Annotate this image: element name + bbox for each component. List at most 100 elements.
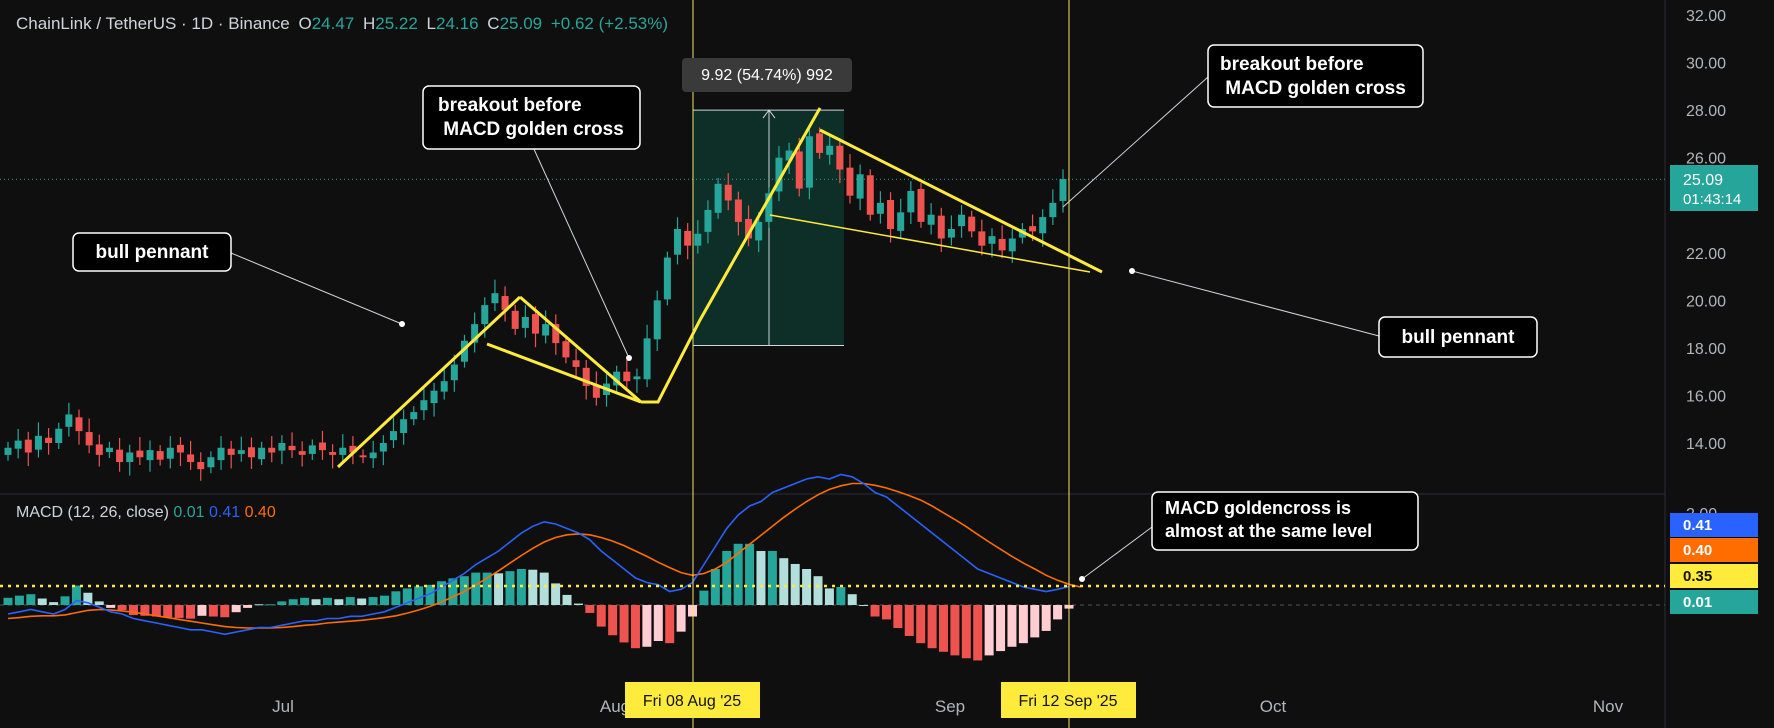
macd-badges: 0.41 0.40 0.35 0.01 [1670, 513, 1758, 614]
macd-signal-line [7, 482, 1081, 629]
macd-hist-bar [49, 602, 59, 605]
macd-hist-bar [220, 605, 230, 618]
macd-line [7, 473, 1070, 636]
candle-body [826, 145, 834, 155]
candle-body [95, 444, 103, 455]
macd-hist-bar [710, 569, 720, 605]
macd-hist-bar [813, 576, 823, 605]
macd-title[interactable]: MACD (12, 26, close) [16, 504, 169, 521]
candle-body [785, 150, 793, 161]
macd-hist-bar [37, 598, 47, 605]
candle-body [187, 454, 195, 463]
macd-hist-bar [151, 605, 161, 617]
candle-body [471, 324, 479, 343]
macd-hist-bar [243, 605, 253, 608]
candle-body [988, 236, 996, 244]
callout-line: MACD golden cross [1220, 78, 1406, 99]
candle-body [572, 360, 580, 367]
macd-hist-bar [140, 605, 150, 616]
candle-body [724, 184, 732, 201]
macd-hist-bar [665, 605, 675, 644]
anchor-dot-5 [1079, 576, 1085, 582]
candle-body [745, 219, 753, 239]
symbol-header: ChainLink / TetherUS · 1D · Binance O24.… [16, 14, 672, 34]
candle-body [1059, 179, 1067, 201]
macd-layer [0, 473, 1665, 661]
macd-hist-bar [311, 599, 321, 605]
anchor-dot-4 [1129, 268, 1135, 274]
macd-hist-bar [961, 605, 971, 659]
callout-breakout-1[interactable]: breakout before MACD golden cross [422, 85, 641, 150]
callout-bull-pennant-1[interactable]: bull pennant [72, 232, 232, 272]
close-label: C [487, 14, 500, 33]
candle-body [430, 390, 438, 404]
candle-body [45, 437, 53, 443]
candle-body [237, 450, 245, 454]
candle-body [258, 447, 266, 460]
macd-hist-bar [859, 605, 869, 606]
macd-hist-bar [254, 604, 264, 606]
macd-signal-value: 0.40 [244, 504, 276, 521]
macd-hist-bar [870, 605, 880, 617]
candle-body [75, 417, 83, 432]
candle-body [562, 341, 570, 358]
macd-hist-bar [562, 594, 572, 605]
candle-body [674, 229, 682, 255]
macd-hist-bar [379, 595, 389, 605]
symbol-title[interactable]: ChainLink / TetherUS · 1D · Binance [16, 14, 290, 33]
candle-body [582, 367, 590, 386]
price-tick-label: 14.00 [1686, 436, 1726, 453]
candle-body [288, 445, 296, 451]
candle-body [653, 300, 661, 340]
callout-bull-pennant-2[interactable]: bull pennant [1378, 316, 1538, 358]
candle-body [907, 190, 915, 213]
measure-label: 9.92 (54.74%) 992 [682, 58, 852, 92]
macd-hist-bar [630, 605, 640, 649]
candle-body [552, 324, 560, 344]
callout-breakout-2[interactable]: breakout before MACD golden cross [1207, 44, 1424, 108]
macd-hist-bar [881, 605, 891, 620]
badge-macd: 0.41 [1683, 517, 1712, 534]
macd-hist-bar [847, 594, 857, 605]
candle-body [4, 447, 12, 455]
macd-line-value: 0.41 [208, 504, 241, 521]
last-price: 25.09 [1683, 172, 1723, 189]
price-tick-label: 28.00 [1686, 103, 1726, 120]
macd-hist-bar [128, 605, 138, 616]
callout-macd[interactable]: MACD goldencross is almost at the same le… [1151, 491, 1419, 551]
macd-hist-bar [288, 599, 298, 605]
high-value: 25.22 [375, 14, 418, 33]
callout-text: breakout before MACD golden cross [1220, 54, 1406, 99]
macd-hist-bar [722, 551, 732, 605]
callout-line: breakout before [1220, 54, 1364, 75]
candle-body [278, 443, 286, 451]
callout-line: MACD goldencross is [1165, 498, 1351, 518]
macd-hist-bar [414, 586, 424, 605]
macd-hist-bar [231, 605, 241, 613]
macd-hist-bar [836, 587, 846, 605]
macd-hist-bar [26, 594, 36, 605]
candle-body [714, 183, 722, 213]
connector-1 [230, 252, 403, 325]
candle-body [329, 452, 337, 455]
macd-hist-value: 0.01 [173, 504, 205, 521]
macd-hist-bar [106, 605, 116, 608]
macd-hist-bar [482, 572, 492, 605]
candle-body [65, 414, 73, 427]
candle-body [389, 431, 397, 441]
macd-hist-bar [60, 596, 70, 605]
candle-body [1049, 202, 1057, 218]
macd-hist-bar [505, 571, 515, 605]
candle-body [14, 440, 22, 449]
badge-signal: 0.40 [1683, 542, 1712, 559]
candle-body [876, 202, 884, 214]
candle-body [775, 157, 783, 192]
price-tick-label: 26.00 [1686, 151, 1726, 168]
pennant-lower-1 [486, 342, 642, 404]
macd-hist-bar [1041, 605, 1051, 631]
candle-body [247, 447, 255, 458]
candle-body [765, 193, 773, 222]
open-label: O [298, 14, 312, 33]
candle-body [481, 305, 489, 325]
